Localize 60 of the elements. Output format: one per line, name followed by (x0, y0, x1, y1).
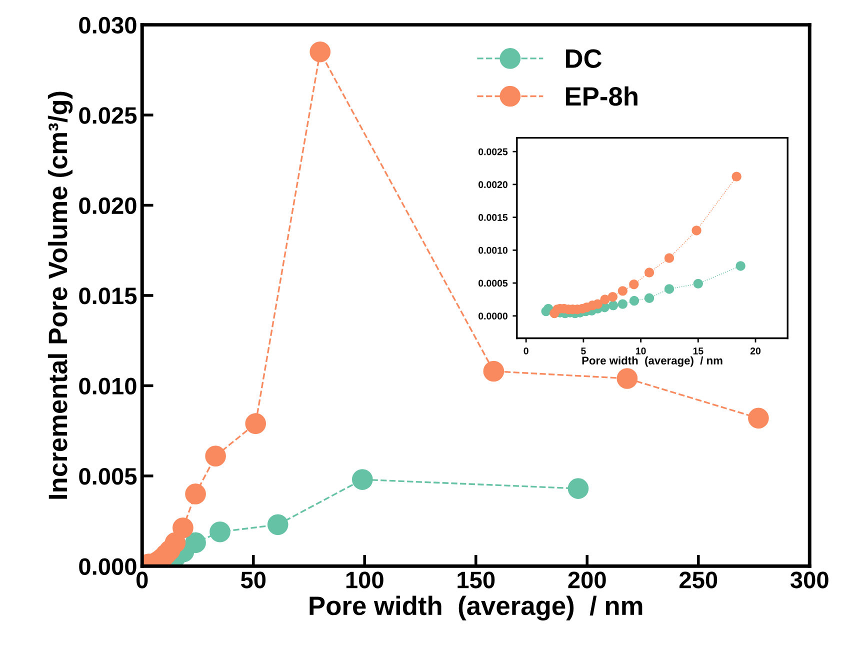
point (185, 532, 206, 554)
x-axis-title: Pore width (average) / nm (310, 596, 642, 621)
y-tick-label: 0.020 (79, 197, 136, 214)
point (568, 478, 589, 499)
y-tick-label: 0.025 (79, 107, 137, 124)
y-tick-label: 0.0000 (478, 312, 508, 320)
x-tick-label: 200 (568, 572, 606, 588)
point (164, 532, 186, 554)
point (608, 300, 618, 310)
point (618, 286, 628, 296)
point (618, 299, 628, 309)
point (664, 284, 674, 294)
point (748, 408, 769, 429)
x-tick-label: 10 (636, 348, 646, 354)
point (664, 253, 674, 263)
y-tick-label: 0.000 (79, 558, 136, 575)
point (693, 278, 704, 289)
point (616, 368, 638, 389)
point (185, 484, 206, 504)
point (172, 517, 194, 538)
y-tick-label: 0.0005 (478, 280, 508, 287)
x-tick-label: 0 (524, 348, 528, 354)
point (205, 446, 226, 466)
x-tick-label: 300 (790, 572, 828, 588)
x-tick-label: 150 (458, 572, 495, 588)
point (644, 293, 654, 304)
x-axis-title: Pore width (average) / nm (582, 356, 722, 367)
point (600, 294, 610, 304)
point (736, 261, 746, 271)
y-tick-label: 0.0025 (478, 148, 508, 156)
x-tick-label: 5 (581, 348, 586, 354)
x-tick-label: 50 (240, 572, 266, 588)
y-tick-label: 0.030 (79, 16, 136, 34)
point (644, 268, 654, 278)
x-tick-label: 250 (679, 572, 718, 588)
point (629, 296, 640, 306)
y-tick-label: 0.0020 (478, 181, 508, 188)
y-tick-label: 0.015 (79, 288, 137, 304)
y-axis-title: Incremental Pore Volume (cm³/g) (48, 92, 73, 499)
y-tick-label: 0.010 (79, 378, 136, 394)
x-tick-label: 0 (136, 572, 148, 588)
point (210, 521, 230, 542)
point (483, 360, 504, 382)
point (267, 514, 288, 536)
x-tick-label: 15 (693, 348, 704, 354)
point (245, 413, 266, 434)
point (310, 41, 331, 62)
y-tick-label: 0.005 (79, 468, 137, 485)
y-tick-label: 0.0010 (478, 246, 508, 254)
x-tick-label: 20 (750, 348, 761, 354)
x-tick-label: 100 (346, 572, 384, 588)
point (608, 292, 618, 302)
point (629, 279, 639, 290)
point (352, 469, 373, 490)
point (692, 226, 702, 236)
point (592, 299, 603, 309)
y-tick-label: 0.0015 (478, 214, 508, 221)
legend-label: EP-8h (566, 86, 638, 106)
legend-label: DC (566, 49, 602, 68)
point (732, 172, 742, 182)
